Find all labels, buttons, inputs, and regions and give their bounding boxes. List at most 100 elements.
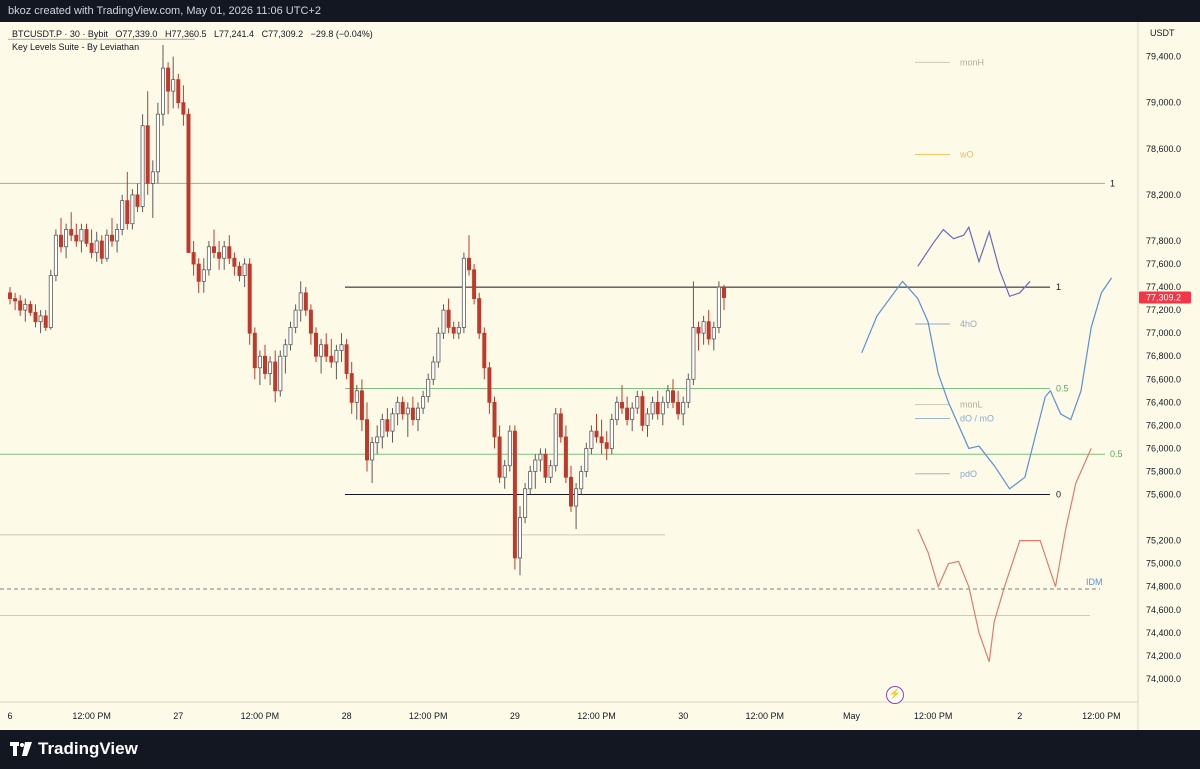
candle-body	[716, 286, 721, 328]
candle-body	[115, 229, 120, 242]
candle-body	[252, 332, 257, 369]
candle-body	[461, 257, 466, 328]
chart-area[interactable]: monH wO 1 1 4hO 0.5 monL dO / mO 0.5 pdO 0 IDM 79,4…	[0, 22, 1200, 730]
candle-body	[79, 229, 84, 242]
candle-body	[140, 125, 145, 207]
candle-body	[390, 413, 395, 432]
candle-body	[421, 396, 426, 409]
candle-body	[512, 430, 517, 559]
candle-body	[278, 355, 283, 392]
candle-body	[533, 459, 538, 472]
candle-body	[630, 407, 635, 421]
candle-body	[477, 298, 482, 334]
candle-body	[660, 401, 665, 415]
candle-body	[150, 171, 155, 184]
candle-body	[518, 517, 523, 559]
candle-body	[94, 240, 99, 253]
y-tick-label: 76,200.0	[1146, 420, 1181, 430]
candle-body	[283, 344, 288, 357]
candle-body	[89, 242, 94, 253]
high-value: 77,360.5	[171, 29, 207, 39]
x-tick-label: 12:00 PM	[72, 711, 111, 721]
candle-body	[635, 396, 640, 409]
candle-body	[298, 292, 303, 311]
candle-body	[380, 419, 385, 438]
open-label: O	[115, 29, 123, 39]
candle-body	[160, 67, 165, 115]
price-axis[interactable]	[1138, 22, 1200, 730]
candle-body	[273, 361, 278, 392]
candle-body	[217, 252, 222, 259]
candle-body	[69, 229, 74, 236]
candle-body	[523, 488, 528, 518]
y-tick-label: 74,000.0	[1146, 674, 1181, 684]
candle-body	[385, 419, 390, 432]
x-tick-label: 30	[678, 711, 688, 721]
watermark-text: bkoz created with TradingView.com, May 0…	[8, 5, 321, 17]
currency-label[interactable]: USDT	[1150, 28, 1175, 38]
indicator-label[interactable]: Key Levels Suite - By Leviathan	[12, 42, 140, 52]
candle-body	[722, 286, 727, 298]
candle-body	[268, 361, 273, 374]
candle-body	[691, 327, 696, 380]
open-value: 77,339.0	[122, 29, 158, 39]
level-label-monH: monH	[960, 57, 984, 67]
candle-body	[303, 292, 308, 311]
candle-body	[130, 194, 135, 225]
candle-body	[558, 413, 563, 438]
y-tick-label: 75,000.0	[1146, 559, 1181, 569]
candle-body	[711, 327, 716, 340]
candle-body	[594, 430, 599, 438]
low-label: L	[214, 29, 220, 39]
symbol-label: BTCUSDT.P · 30 · Bybit	[12, 29, 108, 39]
close-label: C	[261, 29, 269, 39]
current-price-label: 77,309.2	[1146, 293, 1181, 303]
candle-body	[655, 401, 660, 415]
candle-body	[110, 234, 115, 242]
level-label-range-1: 1	[1056, 282, 1061, 292]
y-tick-label: 76,800.0	[1146, 351, 1181, 361]
y-tick-label: 78,600.0	[1146, 144, 1181, 154]
current-price-tag	[1139, 291, 1191, 304]
level-label-dO-mO: dO / mO	[960, 413, 994, 423]
candle-body	[395, 401, 400, 415]
candle-body	[28, 303, 33, 313]
low-value: 77,241.4	[219, 29, 255, 39]
candle-body	[53, 234, 58, 276]
candle-body	[293, 309, 298, 328]
candle-body	[166, 67, 171, 92]
candle-body	[247, 263, 252, 334]
candle-body	[706, 321, 711, 340]
x-tick-label: 27	[173, 711, 183, 721]
level-label-monL: monL	[960, 400, 983, 410]
candle-body	[415, 407, 420, 421]
candle-body	[104, 234, 109, 259]
candle-body	[441, 309, 446, 334]
y-tick-label: 77,400.0	[1146, 282, 1181, 292]
price-chart[interactable]: monH wO 1 1 4hO 0.5 monL dO / mO 0.5 pdO 0 IDM 79,4…	[0, 22, 1200, 730]
candle-body	[620, 401, 625, 409]
candle-body	[23, 303, 28, 311]
y-tick-label: 79,000.0	[1146, 98, 1181, 108]
candle-body	[609, 419, 614, 449]
candle-body	[569, 476, 574, 507]
candle-body	[456, 327, 461, 334]
x-tick-label: 12:00 PM	[914, 711, 953, 721]
candle-body	[237, 265, 242, 276]
candle-body	[196, 263, 201, 282]
candle-body	[339, 344, 344, 351]
candle-body	[686, 378, 691, 403]
candle-body	[671, 390, 676, 403]
candle-body	[242, 263, 247, 276]
y-tick-label: 74,200.0	[1146, 651, 1181, 661]
y-tick-label: 76,000.0	[1146, 443, 1181, 453]
level-label-range-0.5: 0.5	[1056, 384, 1069, 394]
indicator-row[interactable]: Key Levels Suite - By Leviathan	[12, 41, 373, 54]
y-tick-label: 77,600.0	[1146, 259, 1181, 269]
watermark-bar: bkoz created with TradingView.com, May 0…	[0, 0, 1200, 22]
candle-body	[359, 390, 364, 421]
high-label: H	[164, 29, 172, 39]
lightning-icon[interactable]: ⚡	[886, 686, 904, 704]
x-tick-label: 28	[342, 711, 352, 721]
candle-body	[502, 465, 507, 478]
